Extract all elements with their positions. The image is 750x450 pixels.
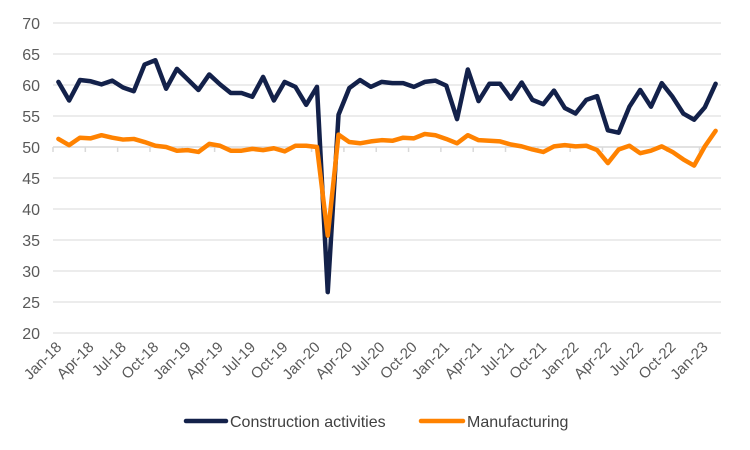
y-tick-label: 65 (22, 47, 40, 64)
series-lines (56, 57, 718, 295)
gridlines (53, 22, 721, 334)
legend-item: Manufacturing (418, 414, 568, 431)
data-points (58, 60, 716, 293)
y-tick-label: 20 (22, 326, 40, 343)
y-axis-tick-labels: 20 25 30 35 40 45 50 55 60 65 70 (22, 16, 40, 343)
legend-label: Construction activities (230, 414, 386, 431)
y-tick-label: 25 (22, 295, 40, 312)
y-tick-label: 45 (22, 171, 40, 188)
x-tick-label: Apr-18 (54, 339, 98, 383)
x-tick-label: Apr-20 (312, 339, 356, 383)
y-tick-label: 50 (22, 140, 40, 157)
legend: Construction activities Manufacturing (183, 414, 568, 431)
y-tick-label: 40 (22, 202, 40, 219)
y-tick-label: 60 (22, 78, 40, 95)
x-axis-tick-labels: Jan-18Apr-18Jul-18Oct-18Jan-19Apr-19Jul-… (21, 339, 712, 383)
x-tick-label: Apr-21 (442, 339, 486, 383)
x-tick-label: Apr-19 (183, 339, 227, 383)
legend-label: Manufacturing (467, 414, 568, 431)
y-tick-label: 70 (22, 16, 40, 33)
x-tick-label: Apr-22 (571, 339, 615, 383)
series-line-manufacturing (56, 128, 718, 238)
series-line-construction-activities (56, 57, 718, 295)
legend-item: Construction activities (183, 414, 386, 431)
y-tick-label: 35 (22, 233, 40, 250)
y-tick-label: 30 (22, 264, 40, 281)
y-tick-label: 55 (22, 109, 40, 126)
data-points (58, 130, 716, 236)
